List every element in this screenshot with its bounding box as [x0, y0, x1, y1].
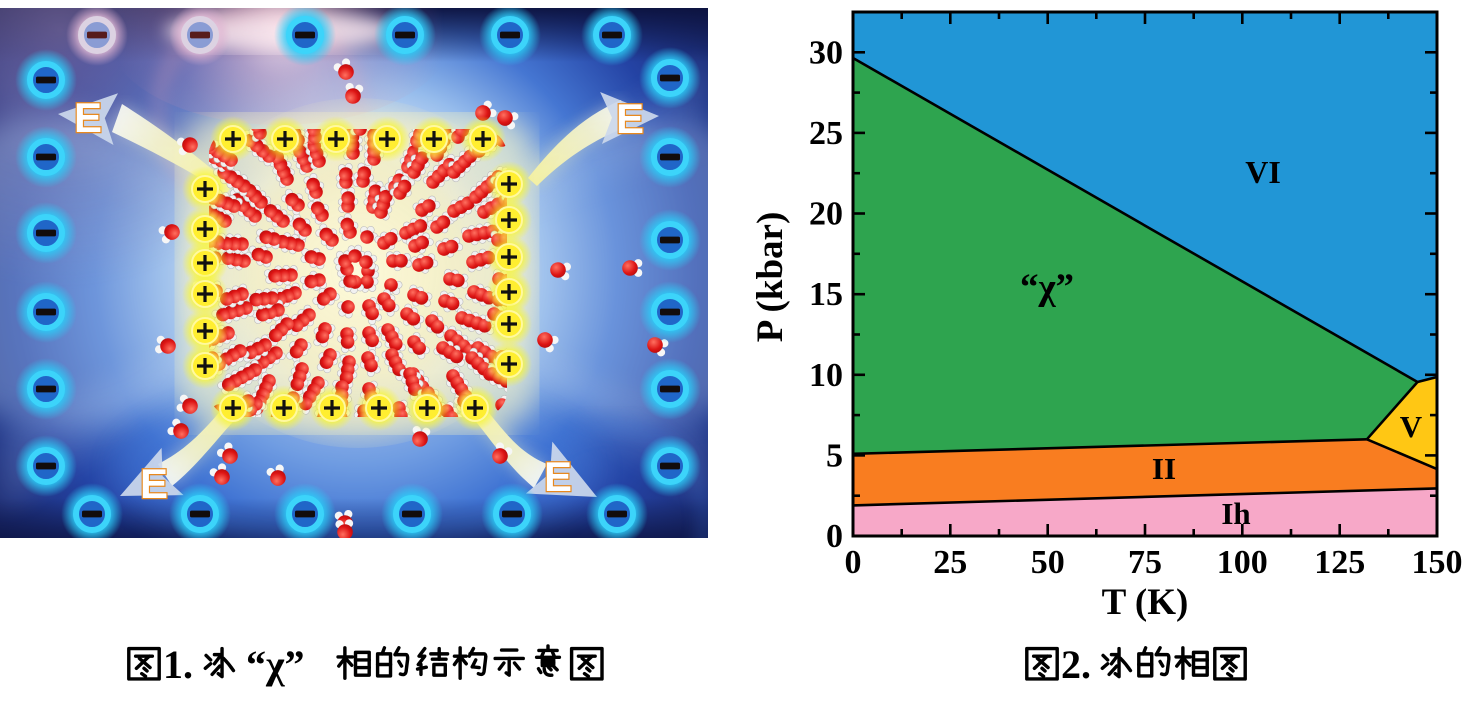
svg-text:T (K): T (K)	[1102, 582, 1189, 623]
svg-text:20: 20	[809, 196, 843, 233]
svg-text:150: 150	[1412, 544, 1463, 581]
svg-text:E: E	[140, 460, 168, 507]
svg-text:2.: 2.	[1061, 642, 1091, 687]
svg-text:“χ”: “χ”	[1020, 267, 1074, 308]
svg-text:0: 0	[845, 544, 862, 581]
svg-text:75: 75	[1128, 544, 1162, 581]
svg-text:125: 125	[1314, 544, 1365, 581]
svg-text:100: 100	[1217, 544, 1268, 581]
svg-text:II: II	[1152, 451, 1176, 486]
svg-text:30: 30	[809, 34, 843, 71]
svg-text:E: E	[616, 95, 644, 142]
svg-text:0: 0	[826, 518, 843, 555]
svg-text:E: E	[544, 453, 572, 500]
svg-text:5: 5	[826, 437, 843, 474]
svg-text:15: 15	[809, 276, 843, 313]
svg-text:1.: 1.	[163, 642, 193, 687]
svg-text:Ih: Ih	[1221, 496, 1250, 531]
svg-text:“χ”: “χ”	[246, 642, 304, 687]
svg-text:V: V	[1400, 409, 1423, 444]
svg-text:10: 10	[809, 357, 843, 394]
svg-text:P (kbar): P (kbar)	[750, 212, 791, 343]
svg-text:25: 25	[809, 115, 843, 152]
svg-text:VI: VI	[1245, 154, 1281, 190]
svg-text:25: 25	[933, 544, 967, 581]
svg-text:50: 50	[1031, 544, 1065, 581]
svg-text:E: E	[74, 94, 102, 141]
